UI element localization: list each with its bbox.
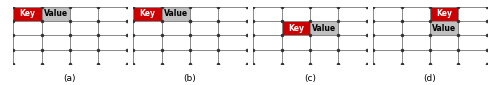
Text: Value: Value bbox=[164, 9, 188, 18]
Text: Key: Key bbox=[140, 9, 156, 18]
Text: (b): (b) bbox=[184, 74, 196, 83]
Text: Key: Key bbox=[288, 24, 304, 33]
Bar bbox=[430, 7, 458, 21]
Text: Value: Value bbox=[312, 24, 336, 33]
Text: Value: Value bbox=[44, 9, 68, 18]
Bar bbox=[13, 7, 42, 21]
Bar bbox=[310, 21, 338, 35]
Bar bbox=[430, 21, 458, 35]
Bar bbox=[162, 7, 190, 21]
Text: Key: Key bbox=[20, 9, 36, 18]
Bar bbox=[282, 21, 310, 35]
Bar bbox=[42, 7, 70, 21]
Text: Key: Key bbox=[436, 9, 452, 18]
Text: Value: Value bbox=[432, 24, 456, 33]
Text: (c): (c) bbox=[304, 74, 316, 83]
Text: (d): (d) bbox=[424, 74, 436, 83]
Text: (a): (a) bbox=[64, 74, 76, 83]
Bar bbox=[133, 7, 162, 21]
